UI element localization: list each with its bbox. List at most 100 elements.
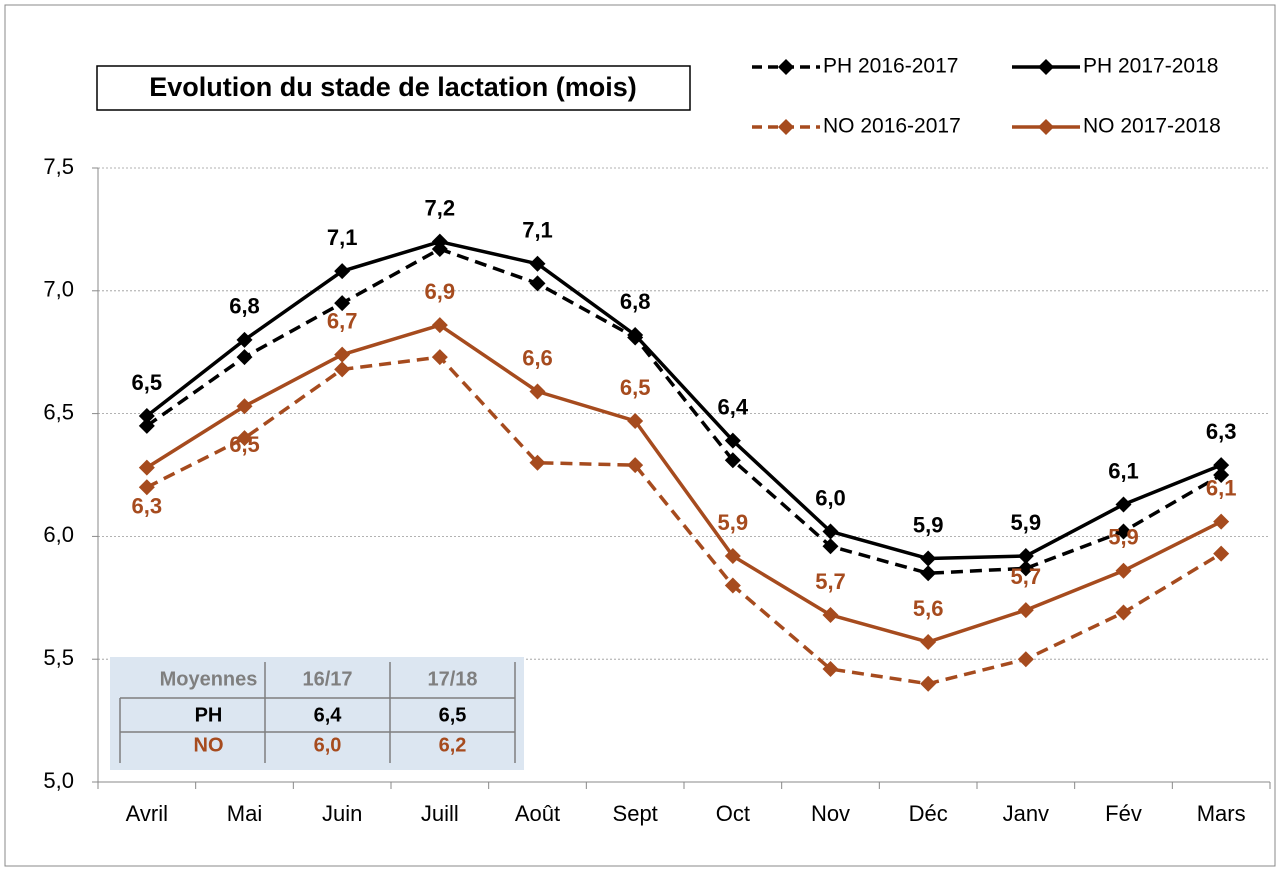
point-marker [1115,604,1132,621]
data-label: 5,7 [815,569,846,594]
legend-label: PH 2016-2017 [823,55,958,78]
point-marker [529,255,546,272]
point-marker [1115,523,1132,540]
x-tick-label: Fév [1105,801,1142,826]
data-label: 6,7 [327,308,358,333]
point-marker [236,349,253,366]
point-marker [334,346,351,363]
point-marker [138,417,155,434]
point-marker [1115,496,1132,513]
legend-marker [1038,119,1054,135]
table-cell: 6,5 [439,704,467,726]
x-tick-label: Juill [421,801,459,826]
point-marker [1213,513,1230,530]
point-marker [1017,560,1034,577]
table-cell: PH [195,704,223,726]
data-label: 5,6 [913,596,944,621]
data-label: 6,5 [132,370,163,395]
table-cell: 6,0 [314,734,342,756]
data-label: 6,5 [229,432,260,457]
point-marker [1017,548,1034,565]
x-tick-label: Sept [613,801,658,826]
table-cell: 16/17 [302,668,352,690]
point-marker [822,523,839,540]
series-line [146,355,1223,686]
point-marker [1115,562,1132,579]
legend-label: NO 2017-2018 [1083,115,1221,138]
point-marker [627,412,644,429]
table-background [110,657,524,770]
point-marker [236,331,253,348]
legend-marker [778,119,794,135]
data-label: 6,0 [815,485,846,510]
point-marker [627,457,644,474]
x-tick-label: Janv [1003,801,1049,826]
data-label: 6,4 [718,394,749,419]
legend-marker [1038,59,1054,75]
x-tick-label: Août [515,801,560,826]
table-cell: 6,2 [439,734,467,756]
data-label: 5,9 [1108,525,1139,550]
point-marker [138,479,155,496]
table-cell: 6,4 [314,704,343,726]
point-marker [138,459,155,476]
point-marker [529,454,546,471]
point-marker [724,548,741,565]
y-tick-label: 6,5 [43,399,74,424]
point-marker [334,263,351,280]
point-marker [822,538,839,555]
point-marker [431,317,448,334]
data-label: 6,6 [522,345,553,370]
point-marker [334,361,351,378]
x-tick-label: Mars [1197,801,1246,826]
series-line [145,239,1222,561]
point-marker [431,349,448,366]
data-label: 6,3 [132,493,163,518]
point-marker [529,275,546,292]
x-tick-label: Juin [322,801,362,826]
legend-label: NO 2016-2017 [823,115,961,138]
title-box [96,65,691,111]
point-marker [1017,602,1034,619]
point-marker [627,327,644,344]
point-marker [822,661,839,678]
point-marker [822,606,839,623]
point-marker [920,550,937,567]
data-label: 5,9 [1011,510,1042,535]
data-label: 7,1 [327,225,358,250]
point-marker [1213,545,1230,562]
data-label: 6,5 [620,375,651,400]
data-label: 6,3 [1206,419,1237,444]
legend-marker [778,59,794,75]
point-marker [1017,651,1034,668]
point-marker [920,634,937,651]
point-marker [529,383,546,400]
y-tick-label: 5,0 [43,768,74,793]
table-cell: 17/18 [427,668,477,690]
point-marker [334,295,351,312]
point-marker [138,408,155,425]
legend-label: PH 2017-2018 [1083,55,1218,78]
y-tick-label: 6,0 [43,522,74,547]
data-label: 5,9 [718,510,749,535]
point-marker [724,577,741,594]
data-label: 7,2 [425,195,456,220]
data-label: 6,1 [1206,475,1237,500]
frame [4,4,1276,867]
data-label: 5,7 [1011,564,1042,589]
data-label: 5,9 [913,512,944,537]
point-marker [920,565,937,582]
data-label: 7,1 [522,218,553,243]
chart-title: Evolution du stade de lactation (mois) [149,72,637,102]
y-tick-label: 7,5 [43,154,74,179]
point-marker [724,432,741,449]
point-marker [724,452,741,469]
y-tick-label: 7,0 [43,277,74,302]
series-line [145,323,1222,644]
data-label: 6,8 [620,289,651,314]
x-tick-label: Oct [716,801,750,826]
point-marker [1213,457,1230,474]
data-label: 6,1 [1108,458,1139,483]
x-tick-label: Mai [227,801,262,826]
